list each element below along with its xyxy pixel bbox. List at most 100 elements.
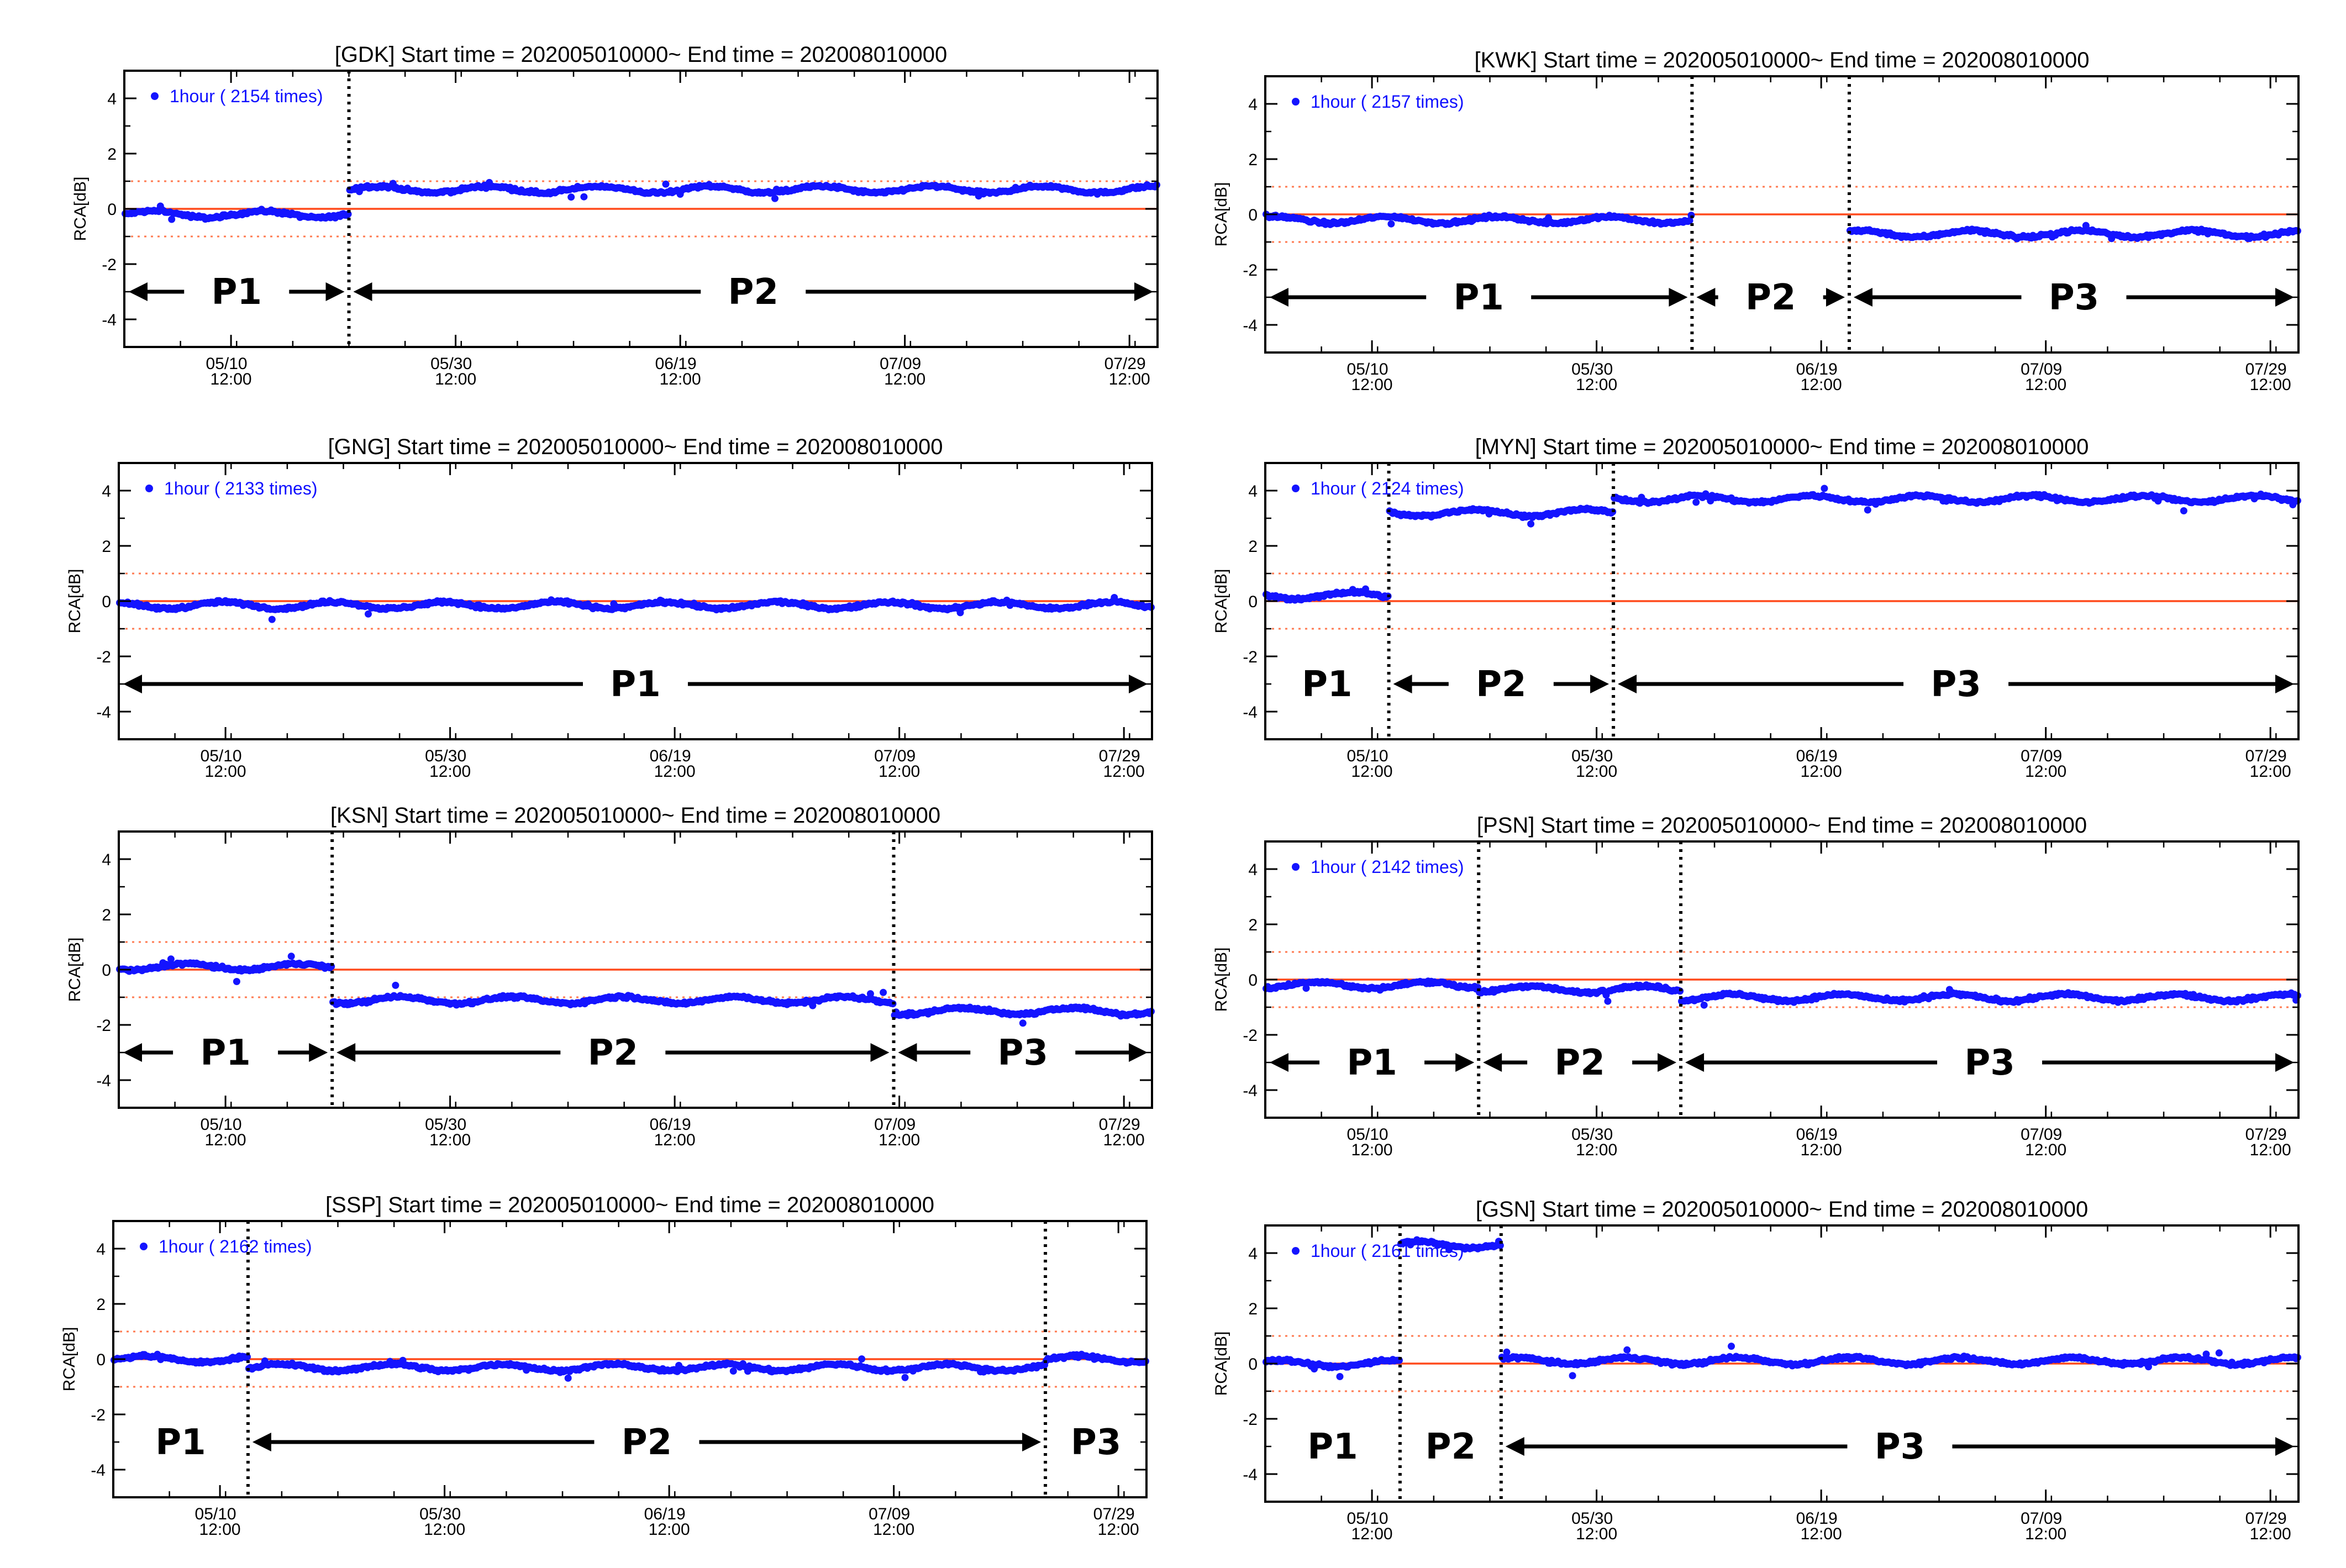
- data-points: [1263, 977, 2301, 1009]
- data-point: [392, 981, 399, 989]
- data-point: [1302, 985, 1310, 992]
- period-arrowhead-right: [1669, 288, 1688, 307]
- period-label: P2: [1554, 1043, 1605, 1083]
- period-arrowhead-left: [336, 1043, 356, 1062]
- data-points: [1263, 485, 2301, 604]
- data-points: [116, 594, 1155, 623]
- y-tick-label: -2: [1243, 648, 1258, 666]
- period-arrowhead-right: [870, 1043, 890, 1062]
- data-point: [809, 1002, 817, 1009]
- x-tick-time: 12:00: [1351, 1141, 1393, 1159]
- y-tick-label: -4: [102, 311, 117, 329]
- legend-marker: [151, 92, 159, 100]
- x-tick-time: 12:00: [1351, 376, 1393, 394]
- panel-title: [KWK] Start time = 202005010000~ End tim…: [1474, 48, 2089, 72]
- period-arrowhead-right: [1129, 675, 1148, 693]
- x-tick-time: 12:00: [435, 370, 476, 388]
- x-tick-time: 12:00: [1801, 1141, 1842, 1159]
- data-point: [167, 955, 175, 963]
- y-tick-label: 0: [107, 201, 117, 219]
- period-arrowhead-right: [309, 1043, 328, 1062]
- y-tick-label: -2: [96, 1017, 111, 1035]
- x-tick-date: 06/19: [650, 747, 691, 765]
- x-tick-date: 05/10: [1347, 1125, 1388, 1144]
- x-tick-date: 05/30: [1571, 360, 1613, 378]
- y-tick-label: -2: [1243, 1027, 1258, 1045]
- x-tick-time: 12:00: [205, 762, 246, 781]
- panel-1: [KWK] Start time = 202005010000~ End tim…: [1212, 48, 2301, 394]
- data-point: [901, 1374, 909, 1381]
- period-label: P1: [1346, 1043, 1397, 1083]
- x-tick-date: 06/19: [650, 1116, 691, 1134]
- y-axis-label: RCA[dB]: [66, 569, 84, 634]
- y-axis-label: RCA[dB]: [1212, 948, 1230, 1012]
- data-point: [1864, 506, 1871, 514]
- x-tick-time: 12:00: [1576, 1141, 1617, 1159]
- period-arrowhead-left: [1270, 288, 1288, 307]
- x-tick-date: 05/30: [1571, 747, 1613, 765]
- data-point: [567, 193, 575, 201]
- period-label: P1: [1302, 664, 1352, 705]
- data-point: [1527, 520, 1535, 528]
- period-label: P3: [1931, 664, 1981, 705]
- panel-6: [SSP] Start time = 202005010000~ End tim…: [60, 1193, 1149, 1539]
- period-arrowhead-left: [1696, 288, 1716, 307]
- y-tick-label: 2: [107, 145, 117, 164]
- y-tick-label: -2: [1243, 261, 1258, 280]
- x-tick-time: 12:00: [654, 762, 696, 781]
- x-tick-time: 12:00: [1351, 762, 1393, 781]
- data-point: [662, 180, 670, 188]
- x-tick-time: 12:00: [1576, 376, 1617, 394]
- data-point: [2180, 507, 2187, 514]
- x-tick-time: 12:00: [1801, 762, 1842, 781]
- legend-marker: [1292, 863, 1300, 871]
- panel-3: [MYN] Start time = 202005010000~ End tim…: [1212, 435, 2301, 781]
- data-point: [1604, 997, 1612, 1005]
- x-tick-time: 12:00: [1103, 762, 1145, 781]
- period-label: P1: [200, 1033, 250, 1074]
- panel-title: [PSN] Start time = 202005010000~ End tim…: [1477, 813, 2087, 838]
- y-axis-label: RCA[dB]: [66, 938, 84, 1002]
- y-tick-label: -2: [102, 256, 117, 274]
- y-axis-label: RCA[dB]: [71, 177, 90, 241]
- data-point: [233, 978, 240, 985]
- y-tick-label: 2: [1248, 916, 1258, 934]
- y-tick-label: -4: [1243, 1082, 1258, 1100]
- x-tick-date: 05/10: [1347, 360, 1388, 378]
- x-tick-time: 12:00: [1801, 376, 1842, 394]
- y-tick-label: 4: [102, 851, 111, 869]
- data-point: [365, 610, 372, 618]
- x-tick-time: 12:00: [2250, 376, 2291, 394]
- data-points: [116, 953, 1155, 1027]
- period-arrowhead-right: [2275, 675, 2294, 693]
- y-tick-label: 4: [1248, 482, 1258, 501]
- panel-title: [GNG] Start time = 202005010000~ End tim…: [328, 435, 943, 459]
- y-tick-label: 2: [1248, 151, 1258, 169]
- x-tick-date: 07/29: [2245, 747, 2287, 765]
- x-tick-date: 07/29: [1099, 747, 1140, 765]
- x-tick-date: 07/29: [1099, 1116, 1140, 1134]
- y-tick-label: 0: [102, 961, 111, 980]
- data-point: [268, 615, 276, 623]
- x-tick-time: 12:00: [2025, 376, 2066, 394]
- x-tick-date: 06/19: [1796, 1125, 1838, 1144]
- x-tick-time: 12:00: [879, 1131, 920, 1149]
- legend-label: 1hour ( 2124 times): [1311, 478, 1464, 498]
- x-tick-date: 05/30: [425, 747, 466, 765]
- panel-title: [MYN] Start time = 202005010000~ End tim…: [1475, 435, 2089, 459]
- y-tick-label: -4: [96, 1072, 111, 1090]
- legend-marker: [145, 485, 153, 492]
- x-tick-date: 05/10: [201, 747, 242, 765]
- y-axis-label: RCA[dB]: [60, 1327, 78, 1392]
- x-tick-time: 12:00: [429, 1131, 471, 1149]
- period-arrowhead-left: [898, 1043, 917, 1062]
- y-tick-label: -4: [1243, 703, 1258, 722]
- period-arrowhead-right: [1658, 1053, 1677, 1072]
- y-tick-label: -2: [96, 648, 111, 666]
- y-tick-label: 4: [1248, 96, 1258, 114]
- x-tick-time: 12:00: [654, 1131, 696, 1149]
- x-tick-date: 07/09: [880, 355, 921, 373]
- y-axis-label: RCA[dB]: [1212, 182, 1230, 247]
- x-tick-time: 12:00: [429, 762, 471, 781]
